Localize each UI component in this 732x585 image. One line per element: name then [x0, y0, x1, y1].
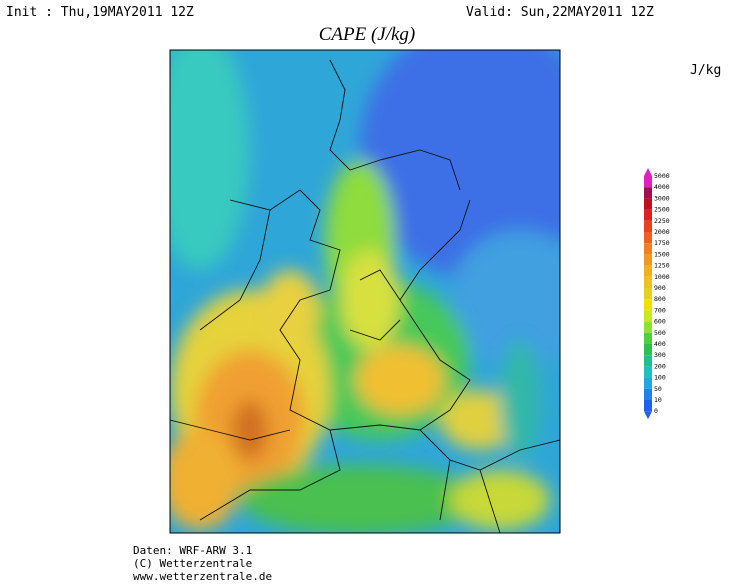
cape-field: [170, 50, 560, 533]
colorbar-swatch: [644, 209, 652, 221]
colorbar-label: 700: [654, 306, 666, 314]
colorbar-label: 800: [654, 295, 666, 303]
colorbar-label: 600: [654, 318, 666, 326]
colorbar-swatch: [644, 198, 652, 210]
colorbar-swatch: [644, 299, 652, 311]
colorbar-swatch: [644, 276, 652, 288]
colorbar-label: 300: [654, 351, 666, 359]
map-frame: [169, 49, 561, 534]
colorbar-swatch: [644, 366, 652, 378]
colorbar-swatch: [644, 310, 652, 322]
colorbar-swatch: [644, 187, 652, 199]
colorbar-label: 2250: [654, 217, 670, 225]
colorbar-swatch: [644, 243, 652, 255]
colorbar-label: 1500: [654, 250, 670, 258]
valid-time: Valid: Sun,22MAY2011 12Z: [466, 5, 654, 20]
colorbar-label: 0: [654, 407, 658, 415]
unit-label: J/kg: [690, 63, 721, 78]
footer-line: www.wetterzentrale.de: [133, 570, 272, 583]
colorbar-label: 500: [654, 329, 666, 337]
colorbar-label: 5000: [654, 172, 670, 180]
colorbar-swatch: [644, 388, 652, 400]
colorbar-label: 3000: [654, 194, 670, 202]
colorbar: 5000400030002500225020001750150012501000…: [644, 168, 670, 420]
colorbar-swatch: [644, 288, 652, 300]
colorbar-label: 50: [654, 385, 662, 393]
colorbar-swatch: [644, 377, 652, 389]
colorbar-label: 4000: [654, 183, 670, 191]
colorbar-swatch: [644, 254, 652, 266]
colorbar-label: 900: [654, 284, 666, 292]
colorbar-swatch: [644, 232, 652, 244]
colorbar-cap: [644, 168, 652, 176]
colorbar-label: 1250: [654, 262, 670, 270]
colorbar-swatch: [644, 220, 652, 232]
colorbar-swatch: [644, 265, 652, 277]
footer-line: (C) Wetterzentrale: [133, 557, 252, 570]
map-title: CAPE (J/kg): [319, 24, 416, 45]
colorbar-cap: [644, 411, 652, 420]
colorbar-label: 1750: [654, 239, 670, 247]
colorbar-label: 400: [654, 340, 666, 348]
colorbar-label: 100: [654, 374, 666, 382]
colorbar-swatch: [644, 355, 652, 367]
colorbar-label: 2000: [654, 228, 670, 236]
colorbar-label: 200: [654, 362, 666, 370]
colorbar-label: 2500: [654, 206, 670, 214]
init-time: Init : Thu,19MAY2011 12Z: [6, 5, 194, 20]
colorbar-swatch: [644, 400, 652, 412]
footer-line: Daten: WRF-ARW 3.1: [133, 544, 252, 557]
colorbar-label: 1000: [654, 273, 670, 281]
colorbar-swatch: [644, 332, 652, 344]
colorbar-swatch: [644, 176, 652, 188]
colorbar-swatch: [644, 344, 652, 356]
colorbar-label: 10: [654, 396, 662, 404]
colorbar-swatch: [644, 321, 652, 333]
